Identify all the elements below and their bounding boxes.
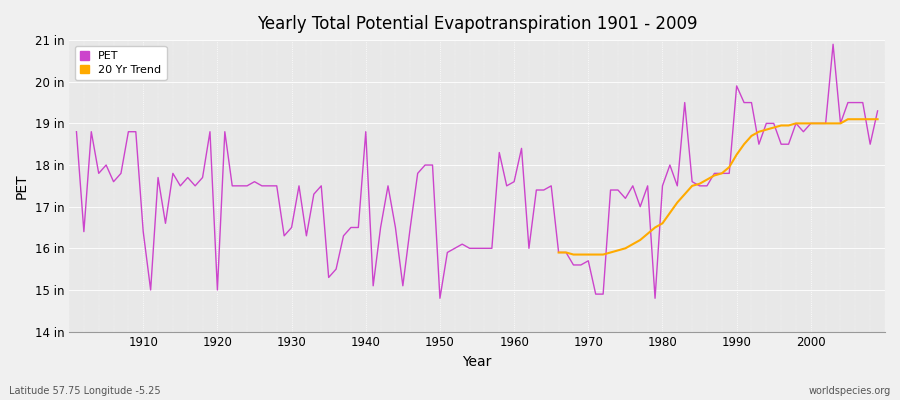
- 20 Yr Trend: [627, 242, 638, 246]
- 20 Yr Trend: [798, 121, 809, 126]
- 20 Yr Trend: [620, 246, 631, 251]
- PET: [508, 179, 519, 184]
- 20 Yr Trend: [776, 123, 787, 128]
- 20 Yr Trend: [605, 250, 616, 255]
- PET: [293, 184, 304, 188]
- PET: [435, 296, 446, 301]
- 20 Yr Trend: [872, 117, 883, 122]
- 20 Yr Trend: [716, 171, 727, 176]
- 20 Yr Trend: [561, 250, 572, 255]
- PET: [872, 108, 883, 113]
- 20 Yr Trend: [790, 121, 801, 126]
- 20 Yr Trend: [575, 252, 586, 257]
- 20 Yr Trend: [828, 121, 839, 126]
- PET: [828, 42, 839, 47]
- 20 Yr Trend: [783, 123, 794, 128]
- Text: Latitude 57.75 Longitude -5.25: Latitude 57.75 Longitude -5.25: [9, 386, 160, 396]
- 20 Yr Trend: [590, 252, 601, 257]
- 20 Yr Trend: [598, 252, 608, 257]
- 20 Yr Trend: [680, 192, 690, 196]
- 20 Yr Trend: [769, 125, 779, 130]
- 20 Yr Trend: [835, 121, 846, 126]
- Title: Yearly Total Potential Evapotranspiration 1901 - 2009: Yearly Total Potential Evapotranspiratio…: [256, 15, 698, 33]
- 20 Yr Trend: [709, 173, 720, 178]
- Line: PET: PET: [76, 44, 878, 298]
- 20 Yr Trend: [702, 177, 713, 182]
- 20 Yr Trend: [613, 248, 624, 253]
- Legend: PET, 20 Yr Trend: PET, 20 Yr Trend: [75, 46, 166, 80]
- 20 Yr Trend: [554, 250, 564, 255]
- X-axis label: Year: Year: [463, 355, 491, 369]
- 20 Yr Trend: [813, 121, 824, 126]
- 20 Yr Trend: [634, 238, 645, 242]
- 20 Yr Trend: [672, 200, 683, 205]
- 20 Yr Trend: [664, 210, 675, 215]
- 20 Yr Trend: [657, 221, 668, 226]
- 20 Yr Trend: [739, 142, 750, 147]
- 20 Yr Trend: [731, 152, 742, 157]
- 20 Yr Trend: [842, 117, 853, 122]
- 20 Yr Trend: [760, 127, 771, 132]
- 20 Yr Trend: [806, 121, 816, 126]
- 20 Yr Trend: [724, 165, 734, 170]
- Text: worldspecies.org: worldspecies.org: [809, 386, 891, 396]
- Y-axis label: PET: PET: [15, 173, 29, 199]
- PET: [338, 234, 349, 238]
- 20 Yr Trend: [568, 252, 579, 257]
- 20 Yr Trend: [753, 129, 764, 134]
- 20 Yr Trend: [643, 231, 653, 236]
- Line: 20 Yr Trend: 20 Yr Trend: [559, 119, 878, 254]
- 20 Yr Trend: [746, 134, 757, 138]
- 20 Yr Trend: [583, 252, 594, 257]
- PET: [130, 129, 141, 134]
- PET: [605, 188, 616, 192]
- 20 Yr Trend: [865, 117, 876, 122]
- 20 Yr Trend: [820, 121, 831, 126]
- PET: [71, 129, 82, 134]
- 20 Yr Trend: [850, 117, 860, 122]
- PET: [516, 146, 526, 151]
- 20 Yr Trend: [858, 117, 868, 122]
- 20 Yr Trend: [694, 181, 705, 186]
- 20 Yr Trend: [687, 184, 698, 188]
- 20 Yr Trend: [650, 225, 661, 230]
